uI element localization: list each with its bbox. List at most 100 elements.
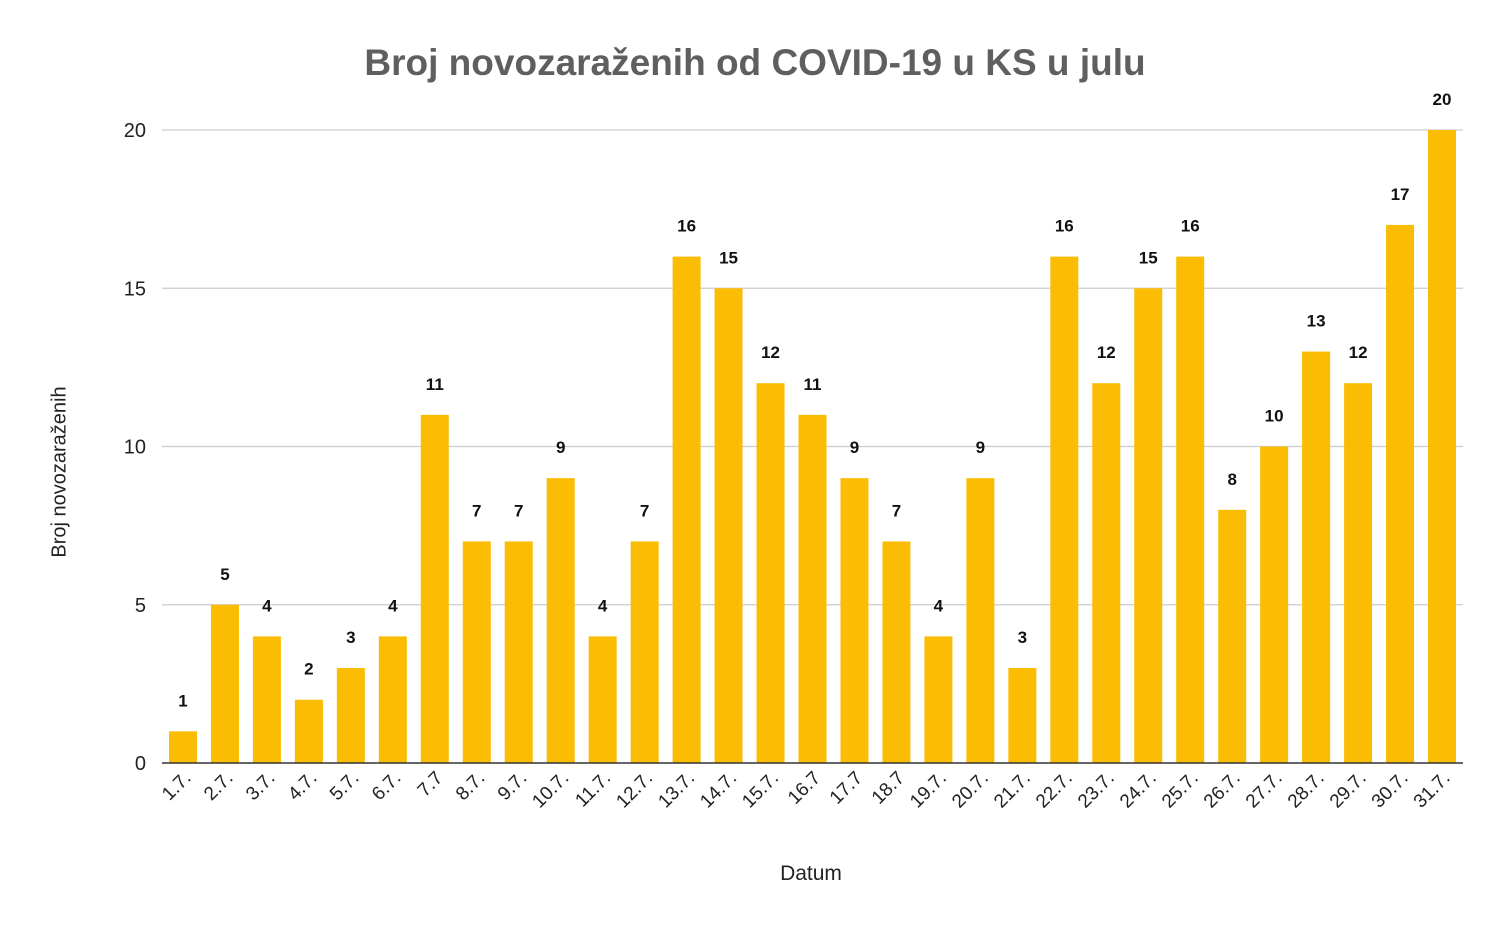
y-tick-label: 5 bbox=[135, 595, 146, 617]
x-tick-label: 31.7. bbox=[1410, 768, 1455, 813]
x-tick-label: 8.7. bbox=[452, 768, 489, 805]
y-tick-label: 20 bbox=[124, 120, 146, 142]
bar-data-label: 16 bbox=[677, 217, 696, 236]
x-tick-label: 11.7. bbox=[571, 768, 615, 812]
bar bbox=[714, 288, 743, 763]
bar bbox=[546, 478, 575, 763]
bar bbox=[630, 541, 659, 763]
bar bbox=[378, 636, 407, 763]
x-tick-label: 23.7. bbox=[1074, 768, 1119, 813]
bar-data-label: 15 bbox=[719, 248, 738, 267]
bar-data-label: 8 bbox=[1227, 470, 1236, 489]
bar-data-label: 1 bbox=[178, 691, 187, 710]
x-tick-label: 13.7. bbox=[654, 768, 699, 813]
bar-data-label: 13 bbox=[1307, 312, 1326, 331]
bar bbox=[504, 541, 533, 763]
bar-data-label: 11 bbox=[426, 375, 444, 394]
y-tick-label: 15 bbox=[124, 278, 146, 300]
x-tick-label: 17.7 bbox=[826, 768, 867, 809]
bar-data-label: 2 bbox=[304, 660, 313, 679]
x-tick-label: 2.7. bbox=[200, 768, 237, 805]
bar bbox=[882, 541, 911, 763]
bar bbox=[1302, 351, 1331, 763]
x-tick-label: 30.7. bbox=[1368, 768, 1413, 813]
x-tick-label: 19.7. bbox=[906, 768, 951, 813]
x-tick-label: 27.7. bbox=[1242, 768, 1287, 813]
x-tick-label: 7.7 bbox=[414, 768, 448, 802]
x-tick-label: 24.7. bbox=[1116, 768, 1161, 813]
bar-data-label: 3 bbox=[346, 628, 355, 647]
x-tick-label: 28.7. bbox=[1284, 768, 1329, 813]
bars bbox=[168, 130, 1457, 763]
x-tick-label: 20.7. bbox=[948, 768, 993, 813]
bar bbox=[420, 414, 449, 763]
bar-data-label: 16 bbox=[1181, 217, 1200, 236]
x-axis-title: Datum bbox=[780, 862, 842, 885]
bar-data-label: 7 bbox=[514, 501, 523, 520]
x-tick-label: 25.7. bbox=[1158, 768, 1203, 813]
bar bbox=[462, 541, 491, 763]
bar-data-label: 7 bbox=[892, 501, 901, 520]
bar bbox=[294, 699, 323, 763]
bar-data-label: 4 bbox=[262, 596, 272, 615]
bar bbox=[1050, 256, 1079, 763]
x-tick-label: 21.7. bbox=[990, 768, 1035, 813]
bar bbox=[1260, 446, 1289, 763]
x-tick-label: 14.7. bbox=[696, 768, 741, 813]
bar bbox=[672, 256, 701, 763]
bar-data-label: 12 bbox=[1349, 343, 1368, 362]
x-tick-label: 4.7. bbox=[284, 768, 321, 805]
bar bbox=[168, 731, 197, 763]
x-tick-label: 29.7. bbox=[1326, 768, 1371, 813]
bar bbox=[924, 636, 953, 763]
bar bbox=[252, 636, 281, 763]
bar-data-label: 7 bbox=[472, 501, 481, 520]
bar-data-label: 4 bbox=[388, 596, 398, 615]
x-tick-label: 5.7. bbox=[326, 768, 363, 805]
bar bbox=[1344, 383, 1373, 763]
x-tick-label: 12.7. bbox=[612, 768, 657, 813]
bar-data-label: 17 bbox=[1391, 185, 1410, 204]
bar bbox=[210, 604, 239, 763]
bar-data-label: 15 bbox=[1139, 248, 1158, 267]
bar-data-label: 12 bbox=[1097, 343, 1116, 362]
bar bbox=[1092, 383, 1121, 763]
bar-data-label: 10 bbox=[1265, 407, 1284, 426]
bar-data-label: 9 bbox=[976, 438, 985, 457]
bar bbox=[1386, 224, 1415, 763]
x-tick-label: 6.7. bbox=[368, 768, 405, 805]
labels: 0510152011.7.52.7.43.7.24.7.35.7.46.7.11… bbox=[124, 90, 1455, 812]
x-tick-label: 16.7 bbox=[784, 768, 825, 809]
x-tick-label: 9.7. bbox=[494, 768, 531, 805]
bar-data-label: 12 bbox=[761, 343, 780, 362]
bar-data-label: 3 bbox=[1018, 628, 1027, 647]
bar bbox=[588, 636, 617, 763]
bar bbox=[1428, 130, 1457, 763]
x-tick-label: 15.7. bbox=[738, 768, 783, 813]
bar-data-label: 11 bbox=[804, 375, 822, 394]
bar-data-label: 4 bbox=[598, 596, 608, 615]
bar bbox=[1218, 509, 1247, 763]
bar-data-label: 9 bbox=[850, 438, 859, 457]
bar-data-label: 5 bbox=[220, 565, 229, 584]
bar-data-label: 9 bbox=[556, 438, 565, 457]
bar bbox=[1134, 288, 1163, 763]
x-tick-label: 1.7. bbox=[158, 768, 195, 805]
bar bbox=[1008, 668, 1037, 763]
bar-data-label: 16 bbox=[1055, 217, 1074, 236]
x-tick-label: 10.7. bbox=[528, 768, 573, 813]
bar bbox=[840, 478, 869, 763]
x-tick-label: 22.7. bbox=[1032, 768, 1077, 813]
bar bbox=[798, 414, 827, 763]
y-tick-label: 10 bbox=[124, 437, 146, 459]
chart-title: Broj novozaraženih od COVID-19 u KS u ju… bbox=[364, 42, 1146, 83]
bar-data-label: 20 bbox=[1433, 90, 1452, 109]
bar bbox=[1176, 256, 1205, 763]
y-tick-label: 0 bbox=[135, 753, 146, 775]
x-tick-label: 26.7. bbox=[1200, 768, 1245, 813]
bar bbox=[336, 668, 365, 763]
x-tick-label: 3.7. bbox=[242, 768, 279, 805]
x-tick-label: 18.7 bbox=[868, 768, 909, 809]
